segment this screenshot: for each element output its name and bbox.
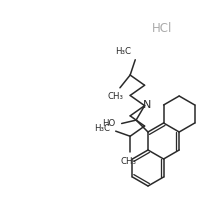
Text: HCl: HCl xyxy=(152,21,172,35)
Text: CH₃: CH₃ xyxy=(120,157,136,166)
Text: HO: HO xyxy=(102,119,116,128)
Text: CH₃: CH₃ xyxy=(108,92,124,101)
Text: N: N xyxy=(142,100,151,110)
Text: H₃C: H₃C xyxy=(94,124,110,133)
Text: H₃C: H₃C xyxy=(115,47,131,56)
